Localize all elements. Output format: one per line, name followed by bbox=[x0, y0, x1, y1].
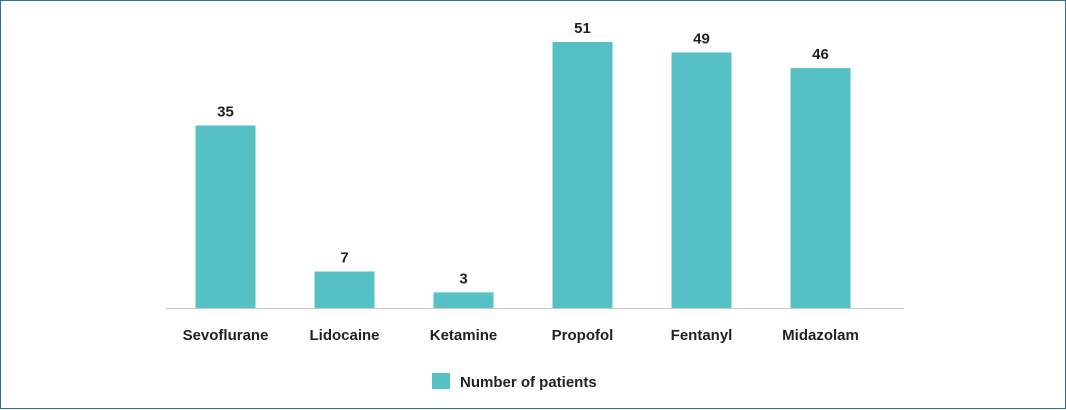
category-label-propofol: Propofol bbox=[552, 327, 614, 344]
bar-lidocaine bbox=[314, 271, 375, 308]
value-label-ketamine: 3 bbox=[459, 270, 467, 287]
category-label-sevoflurane: Sevoflurane bbox=[183, 327, 269, 344]
value-label-lidocaine: 7 bbox=[340, 249, 348, 266]
bar-ketamine bbox=[433, 292, 494, 308]
bar-fentanyl bbox=[671, 52, 732, 309]
category-label-lidocaine: Lidocaine bbox=[309, 327, 379, 344]
value-label-fentanyl: 49 bbox=[693, 30, 710, 47]
legend-swatch bbox=[432, 373, 450, 389]
value-label-midazolam: 46 bbox=[812, 46, 829, 63]
value-label-sevoflurane: 35 bbox=[217, 103, 234, 120]
category-labels-group: Sevoflurane Lidocaine Ketamine Propofol Fent… bbox=[183, 327, 859, 344]
bar-midazolam bbox=[790, 68, 851, 308]
category-label-fentanyl: Fentanyl bbox=[671, 327, 733, 344]
value-labels-group: 35 7 3 51 49 46 bbox=[217, 20, 829, 287]
value-label-propofol: 51 bbox=[574, 20, 591, 37]
legend-label: Number of patients bbox=[460, 374, 597, 391]
bars-group bbox=[195, 42, 851, 309]
category-label-midazolam: Midazolam bbox=[782, 327, 859, 344]
category-label-ketamine: Ketamine bbox=[430, 327, 498, 344]
bar-sevoflurane bbox=[195, 125, 256, 308]
legend: Number of patients bbox=[432, 373, 597, 391]
bar-propofol bbox=[552, 42, 613, 308]
